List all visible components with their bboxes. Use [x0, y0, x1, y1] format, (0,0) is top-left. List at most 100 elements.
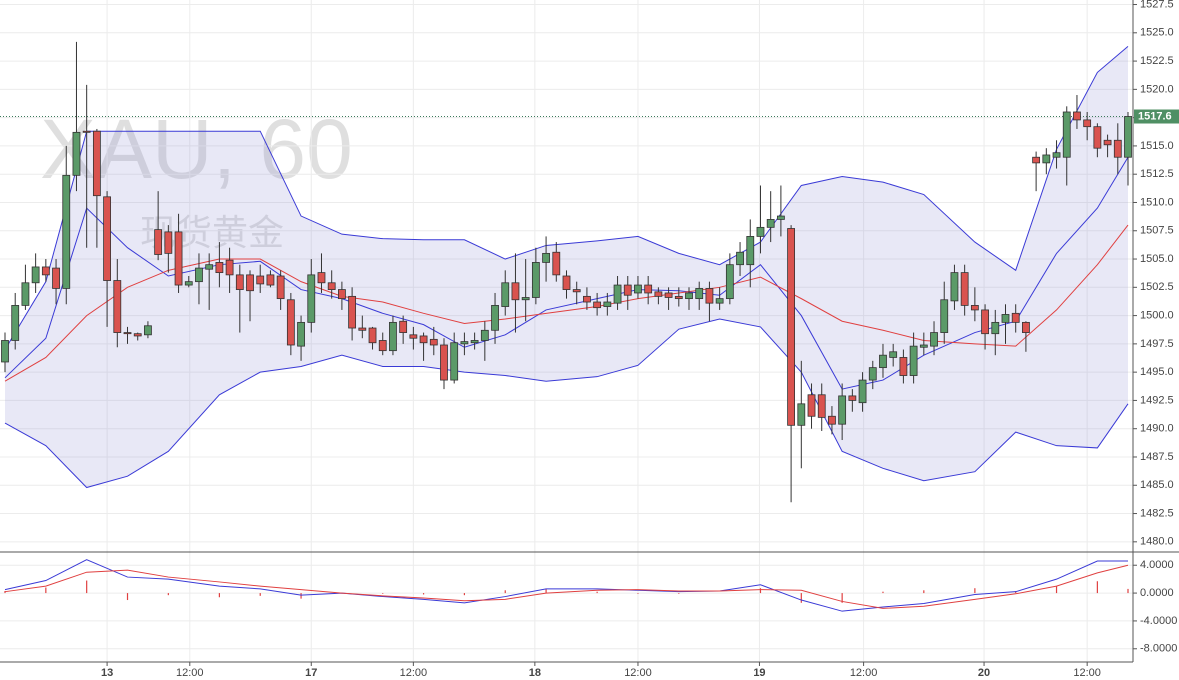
candle-body — [154, 229, 163, 255]
moving-average — [4, 224, 1129, 382]
candle-body — [746, 236, 755, 266]
candle-body — [21, 282, 30, 306]
candle-body — [92, 130, 101, 197]
candle-body — [123, 332, 132, 335]
candle-body — [103, 196, 111, 281]
x-tick-label: 18 — [529, 667, 541, 679]
candle-body — [817, 394, 826, 418]
axes: 1480.0 1482.5 1485.0 1487.5 1490.0 1492.5 1495… — [101, 0, 1179, 679]
candle-body — [960, 272, 969, 306]
candle-body — [695, 288, 704, 300]
candle-body — [491, 305, 499, 331]
candle-body — [1073, 111, 1081, 121]
signal-line — [4, 564, 1129, 609]
candle-body — [511, 282, 520, 301]
candle-body — [828, 415, 836, 425]
candle-body — [82, 130, 91, 133]
candle-body — [307, 274, 316, 323]
candle-body — [62, 174, 71, 289]
candle-body — [1083, 119, 1092, 128]
candle-body — [674, 295, 683, 300]
candle-body — [552, 251, 561, 276]
candle-body — [164, 231, 173, 254]
candle-body — [113, 280, 122, 333]
candle-body — [1062, 111, 1071, 158]
candle-body — [909, 345, 918, 376]
candle-body — [1011, 312, 1020, 323]
candle-body — [31, 266, 40, 284]
candle-body — [736, 251, 744, 266]
candle-body — [266, 274, 275, 286]
candle-body — [848, 395, 857, 401]
candle-body — [542, 252, 550, 263]
candle-body — [460, 341, 469, 345]
candle-body — [256, 275, 265, 285]
x-tick-label: 12:00 — [624, 667, 652, 679]
candle-body — [1103, 139, 1112, 146]
y-tick-label: 1505.0 — [1140, 253, 1174, 265]
candle-body — [358, 327, 367, 331]
candle-body — [470, 340, 479, 344]
candle-body — [950, 272, 959, 302]
y-tick-label: 1492.5 — [1140, 394, 1174, 406]
candle-body — [72, 131, 81, 176]
candle-body — [41, 266, 50, 276]
y-tick-label: 1480.0 — [1140, 536, 1174, 548]
y-tick-label: 1502.5 — [1140, 281, 1174, 293]
candle-body — [838, 395, 847, 425]
candle-body — [1113, 139, 1122, 158]
candle-body — [654, 291, 663, 297]
y-tick-label: 1515.0 — [1140, 140, 1174, 152]
candle-body — [807, 394, 816, 417]
candle-body — [409, 334, 418, 339]
candle-body — [11, 305, 20, 341]
candle-body — [1093, 126, 1102, 149]
candle-body — [858, 379, 867, 404]
y-tick-label: 1510.0 — [1140, 196, 1174, 208]
y-tick-label: 1497.5 — [1140, 338, 1174, 350]
candle-body — [879, 354, 887, 369]
candle-body — [52, 267, 60, 289]
candle-body — [634, 284, 642, 294]
candle-body — [725, 264, 734, 300]
bollinger-line — [4, 45, 1129, 350]
candle-body — [440, 344, 448, 381]
candle-body — [919, 344, 928, 348]
candle-body — [429, 338, 438, 346]
candle-body — [297, 321, 305, 347]
candle-body — [991, 321, 1000, 335]
bollinger-line — [4, 318, 1129, 489]
candle-body — [766, 219, 775, 228]
candle-body — [133, 333, 142, 337]
x-tick-label: 12:00 — [850, 667, 878, 679]
candle-body — [317, 272, 326, 284]
candle-body — [480, 329, 489, 341]
x-tick-label: 13 — [101, 667, 113, 679]
candle-body — [981, 309, 989, 335]
candle-body — [195, 267, 203, 283]
y2-tick-label: -4.0000 — [1140, 615, 1177, 627]
candle-body — [623, 284, 632, 296]
candle-body — [562, 275, 571, 290]
candle-body — [613, 284, 622, 304]
candle-body — [940, 299, 949, 333]
x-tick-label: 12:00 — [1073, 667, 1101, 679]
candle-body — [419, 335, 428, 344]
candle-body — [348, 295, 357, 329]
candle-body — [787, 228, 795, 426]
candle-body — [889, 351, 898, 358]
y-tick-label: 1500.0 — [1140, 309, 1174, 321]
candle-body — [603, 301, 612, 307]
macd-line — [4, 559, 1128, 612]
candle-body — [246, 274, 254, 292]
last-price-box — [1134, 109, 1179, 124]
candle-body — [868, 367, 877, 381]
y-tick-label: 1527.5 — [1140, 0, 1174, 10]
candle-body — [776, 215, 785, 220]
last-price-label: 1517.6 — [1138, 110, 1172, 122]
watermark-subtitle: 现货黄金 — [140, 213, 284, 254]
y-tick-label: 1482.5 — [1140, 507, 1174, 519]
candle-body — [1042, 154, 1051, 164]
candle-body — [327, 282, 336, 290]
candle-body — [705, 288, 714, 304]
